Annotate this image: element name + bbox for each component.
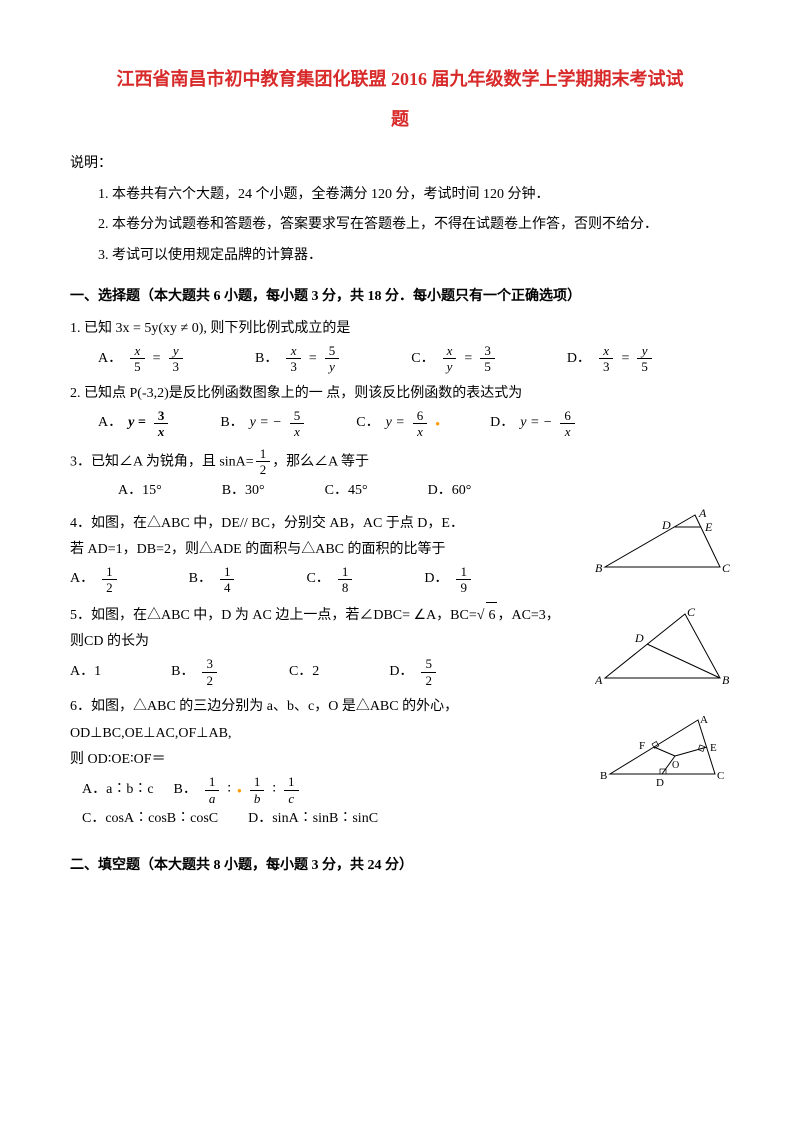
question-6-options-row1: A．a∶b∶c B． 1a ∶● 1b ∶ 1c xyxy=(82,774,590,806)
option-b: B．y = −5x xyxy=(220,408,306,440)
svg-text:A: A xyxy=(698,507,707,520)
option-c: C．18 xyxy=(306,564,354,596)
svg-text:D: D xyxy=(661,518,671,532)
option-b: B．32 xyxy=(171,656,219,688)
triangle-diagram-q4: A B C D E xyxy=(595,507,730,577)
option-a: A．15° xyxy=(118,478,162,505)
instruction-item: 2. 本卷分为试题卷和答题卷，答案要求写在答题卷上，不得在试题卷上作答，否则不给… xyxy=(70,212,730,239)
option-a: A．y = 3x xyxy=(98,408,170,440)
section-2-heading: 二、填空题（本大题共 8 小题，每小题 3 分，共 24 分） xyxy=(70,853,730,880)
question-6-options-row2: C．cosA∶cosB∶cosC D．sinA∶sinB∶sinC xyxy=(82,806,590,833)
option-d: D．x3 = y5 xyxy=(567,343,654,375)
svg-text:C: C xyxy=(687,606,696,619)
title-line-1: 江西省南昌市初中教育集团化联盟 2016 届九年级数学上学期期末考试试 xyxy=(70,60,730,100)
question-6-line1: 6．如图，△ABC 的三边分别为 a、b、c，O 是△ABC 的外心，OD⊥BC… xyxy=(70,694,590,747)
triangle-diagram-q6: A B C D E F O xyxy=(600,714,730,799)
svg-text:B: B xyxy=(722,673,730,687)
option-c: C．45° xyxy=(325,478,368,505)
svg-text:B: B xyxy=(595,561,603,575)
option-b: B．x3 = 5y xyxy=(255,343,341,375)
svg-text:E: E xyxy=(710,742,717,754)
question-3-options: A．15° B．30° C．45° D．60° xyxy=(118,478,730,505)
option-b: B．30° xyxy=(222,478,265,505)
option-d: D．60° xyxy=(428,478,472,505)
option-d: D．sinA∶sinB∶sinC xyxy=(248,806,378,833)
question-4-line1: 4．如图，在△ABC 中，DE// BC，分别交 AB，AC 于点 D，E． xyxy=(70,511,590,538)
svg-text:F: F xyxy=(639,740,645,752)
question-5: A B C D 5．如图，在△ABC 中，D 为 AC 边上一点，若∠DBC= … xyxy=(70,602,730,688)
instruction-item: 3. 考试可以使用规定品牌的计算器． xyxy=(70,243,730,270)
page-title: 江西省南昌市初中教育集团化联盟 2016 届九年级数学上学期期末考试试 题 xyxy=(70,60,730,139)
question-1-options: A．x5 = y3 B．x3 = 5y C．xy = 35 D．x3 = y5 xyxy=(98,343,730,375)
option-b: B． 1a ∶● 1b ∶ 1c xyxy=(174,774,301,806)
question-4: A B C D E 4．如图，在△ABC 中，DE// BC，分别交 AB，AC… xyxy=(70,511,730,596)
option-c: C．xy = 35 xyxy=(411,343,497,375)
instructions-head: 说明： xyxy=(70,151,730,178)
svg-text:C: C xyxy=(717,770,724,782)
question-1: 1. 已知 3x = 5y(xy ≠ 0), 则下列比例式成立的是 A．x5 =… xyxy=(70,316,730,375)
option-a: A．a∶b∶c xyxy=(82,777,154,804)
svg-text:B: B xyxy=(600,770,607,782)
instruction-item: 1. 本卷共有六个大题，24 个小题，全卷满分 120 分，考试时间 120 分… xyxy=(70,182,730,209)
question-3: 3．已知∠A 为锐角，且 sinA=12，那么∠A 等于 A．15° B．30°… xyxy=(70,446,730,505)
question-3-text: 3．已知∠A 为锐角，且 sinA=12，那么∠A 等于 xyxy=(70,446,730,478)
option-a: A．x5 = y3 xyxy=(98,343,185,375)
svg-text:D: D xyxy=(634,631,644,645)
option-d: D．19 xyxy=(424,564,473,596)
question-5-options: A．1 B．32 C．2 D．52 xyxy=(70,656,590,688)
option-a: A．1 xyxy=(70,659,101,686)
svg-text:A: A xyxy=(700,714,708,726)
question-1-text: 1. 已知 3x = 5y(xy ≠ 0), 则下列比例式成立的是 xyxy=(70,316,730,343)
title-line-2: 题 xyxy=(70,100,730,140)
option-c: C．cosA∶cosB∶cosC xyxy=(82,806,218,833)
question-5-line1: 5．如图，在△ABC 中，D 为 AC 边上一点，若∠DBC= ∠A，BC=√6… xyxy=(70,602,590,630)
option-c: C．2 xyxy=(289,659,319,686)
svg-text:C: C xyxy=(722,561,730,575)
question-6-line2: 则 OD∶OE∶OF＝ xyxy=(70,747,590,774)
option-a: A．12 xyxy=(70,564,119,596)
question-2-text: 2. 已知点 P(-3,2)是反比例函数图象上的一 点，则该反比例函数的表达式为 xyxy=(70,381,730,408)
svg-text:D: D xyxy=(656,777,664,789)
option-c: C．y = 6x● xyxy=(356,408,440,440)
question-5-line2: 则CD 的长为 xyxy=(70,629,590,656)
question-4-line2: 若 AD=1，DB=2，则△ADE 的面积与△ABC 的面积的比等于 xyxy=(70,537,590,564)
option-d: D．y = −6x xyxy=(490,408,577,440)
option-d: D．52 xyxy=(389,656,438,688)
triangle-diagram-q5: A B C D xyxy=(595,606,730,691)
question-4-options: A．12 B．14 C．18 D．19 xyxy=(70,564,590,596)
svg-text:A: A xyxy=(595,673,603,687)
question-2-options: A．y = 3x B．y = −5x C．y = 6x● D．y = −6x xyxy=(98,408,730,440)
question-2: 2. 已知点 P(-3,2)是反比例函数图象上的一 点，则该反比例函数的表达式为… xyxy=(70,381,730,440)
option-b: B．14 xyxy=(189,564,237,596)
section-1-heading: 一、选择题（本大题共 6 小题，每小题 3 分，共 18 分．每小题只有一个正确… xyxy=(70,284,730,311)
question-6: A B C D E F O 6．如图，△ABC 的三边分别为 a、b、c，O 是… xyxy=(70,694,730,833)
svg-text:E: E xyxy=(704,520,713,534)
svg-text:O: O xyxy=(672,760,679,771)
